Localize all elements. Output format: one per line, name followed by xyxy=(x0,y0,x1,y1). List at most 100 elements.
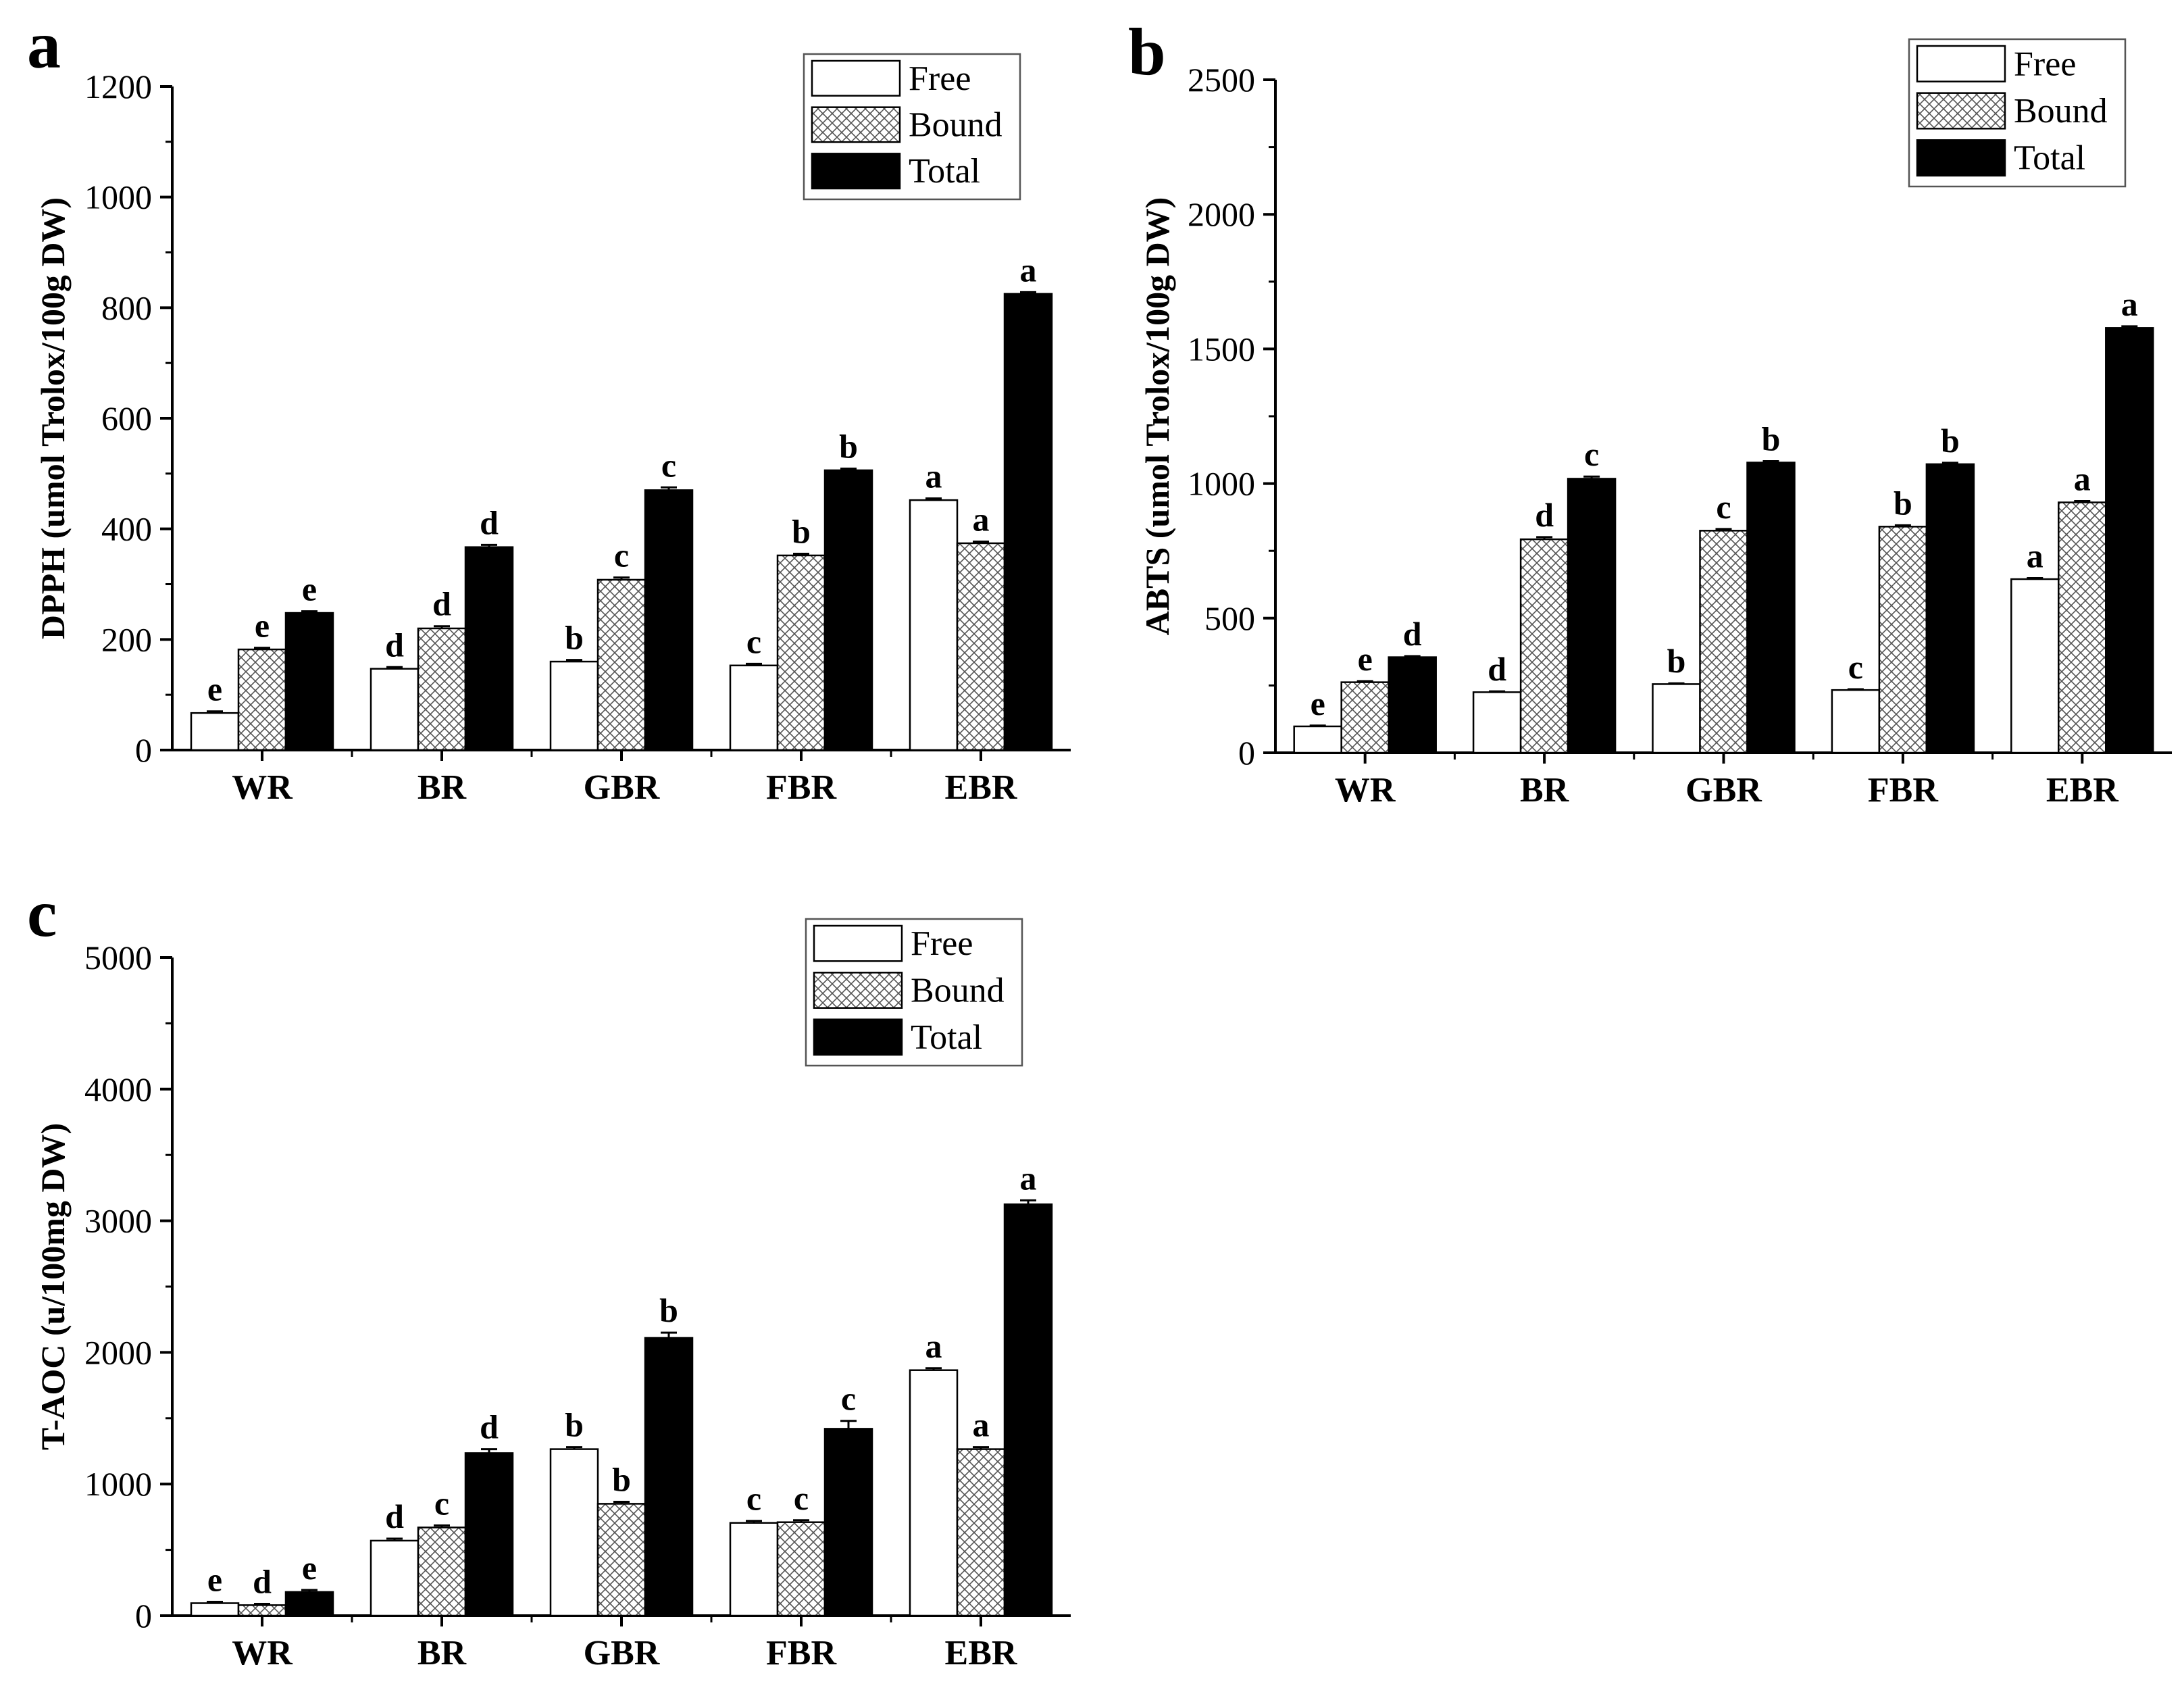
c-sig-letter-bound-ebr: a xyxy=(973,1406,990,1444)
b-sig-letter-bound-gbr: c xyxy=(1716,488,1731,526)
b-bar-total-gbr xyxy=(1746,462,1796,754)
b-bar-free-ebr xyxy=(2010,578,2060,754)
c-bar-free-fbr xyxy=(729,1522,779,1617)
a-legend-swatch-bound xyxy=(811,106,901,143)
c-panel-letter: c xyxy=(27,876,57,951)
c-bar-total-ebr xyxy=(1003,1203,1053,1617)
a-sig-letter-free-wr: e xyxy=(207,670,222,708)
b-sig-letter-free-wr: e xyxy=(1311,685,1325,722)
b-bar-total-ebr xyxy=(2105,327,2154,754)
b-bar-bound-gbr xyxy=(1699,530,1748,754)
c-x-tick-label-br: BR xyxy=(417,1634,467,1672)
a-sig-letter-total-gbr: c xyxy=(661,446,676,484)
a-y-tick-label: 200 xyxy=(101,620,152,658)
c-sig-letter-bound-br: c xyxy=(434,1485,449,1522)
c-y-tick-label: 4000 xyxy=(84,1070,152,1108)
a-bar-bound-br xyxy=(417,627,467,751)
a-bar-free-ebr xyxy=(909,499,959,751)
a-x-tick-label-fbr: FBR xyxy=(766,768,837,807)
a-panel-letter: a xyxy=(27,7,61,82)
a-bar-bound-fbr xyxy=(776,554,826,751)
a-bar-bound-wr xyxy=(237,648,287,751)
c-sig-letter-free-fbr: c xyxy=(746,1480,761,1518)
panel-c-taoc-chart: 0 1000 2000 3000 4000 5000 T-AOC (u/100mg DW) c… xyxy=(27,876,1071,1672)
c-sig-letter-total-fbr: c xyxy=(841,1380,856,1418)
b-y-tick-label: 1000 xyxy=(1188,465,1255,503)
b-panel-letter: b xyxy=(1128,14,1166,89)
a-y-tick-label: 1000 xyxy=(84,178,152,216)
a-x-tick-label-gbr: GBR xyxy=(584,768,661,807)
a-y-tick-label: 600 xyxy=(101,399,152,437)
c-sig-letter-bound-gbr: b xyxy=(612,1460,631,1498)
c-sig-letter-free-gbr: b xyxy=(565,1406,584,1444)
a-bar-bound-ebr xyxy=(956,542,1006,751)
a-sig-letter-bound-gbr: c xyxy=(614,537,629,574)
c-sig-letter-total-wr: e xyxy=(302,1549,317,1587)
c-sig-letter-bound-fbr: c xyxy=(794,1479,809,1517)
panel-a-dpph-chart: 0 200 400 600 800 1000 1200 DPPH (umol Trolox/1… xyxy=(27,7,1071,807)
b-sig-letter-free-gbr: b xyxy=(1667,642,1686,680)
c-x-tick-label-ebr: EBR xyxy=(945,1634,1018,1672)
c-sig-letter-free-wr: e xyxy=(207,1561,222,1599)
a-sig-letter-bound-ebr: a xyxy=(973,500,990,538)
c-sig-letter-total-gbr: b xyxy=(659,1291,678,1329)
a-bar-free-gbr xyxy=(549,660,599,751)
a-sig-letter-total-fbr: b xyxy=(839,427,858,465)
c-bar-free-gbr xyxy=(549,1448,599,1617)
c-bar-bound-br xyxy=(417,1526,467,1617)
b-y-tick-label: 1500 xyxy=(1188,330,1255,368)
b-bar-free-gbr xyxy=(1652,683,1701,754)
c-legend-swatch-total xyxy=(813,1018,903,1056)
b-legend-label-total: Total xyxy=(2014,139,2085,178)
b-bar-bound-wr xyxy=(1340,681,1390,754)
c-legend-swatch-bound xyxy=(813,972,903,1009)
b-sig-letter-total-br: c xyxy=(1584,435,1599,473)
b-y-tick-label: 0 xyxy=(1238,734,1255,772)
b-legend-label-bound: Bound xyxy=(2014,92,2108,130)
c-y-tick-label: 1000 xyxy=(84,1465,152,1503)
b-sig-letter-total-wr: d xyxy=(1403,615,1422,653)
a-sig-letter-total-wr: e xyxy=(302,570,317,608)
a-sig-letter-total-ebr: a xyxy=(1020,251,1037,289)
a-sig-letter-free-fbr: c xyxy=(746,622,761,660)
a-legend-label-bound: Bound xyxy=(909,106,1002,145)
c-sig-letter-total-ebr: a xyxy=(1020,1159,1037,1197)
a-x-tick-label-ebr: EBR xyxy=(945,768,1018,807)
c-x-tick-label-gbr: GBR xyxy=(584,1634,661,1672)
a-legend-swatch-free xyxy=(811,59,901,97)
b-bar-total-br xyxy=(1567,478,1617,754)
b-x-tick-label-gbr: GBR xyxy=(1685,771,1762,810)
b-bar-free-br xyxy=(1472,691,1522,754)
a-sig-letter-bound-br: d xyxy=(432,585,451,623)
a-bar-free-br xyxy=(370,668,420,751)
a-sig-letter-bound-wr: e xyxy=(255,607,270,645)
c-legend-label-total: Total xyxy=(911,1018,982,1057)
a-bar-total-br xyxy=(464,546,514,751)
b-sig-letter-bound-ebr: a xyxy=(2074,459,2091,497)
b-legend-swatch-bound xyxy=(1916,92,2006,130)
a-sig-letter-free-br: d xyxy=(385,626,404,664)
c-bar-bound-gbr xyxy=(596,1503,646,1617)
a-bar-free-wr xyxy=(190,712,240,751)
c-bar-free-br xyxy=(370,1539,420,1617)
b-bar-bound-br xyxy=(1519,538,1569,754)
b-bar-bound-ebr xyxy=(2058,501,2107,754)
a-y-tick-label: 800 xyxy=(101,289,152,326)
a-bar-total-fbr xyxy=(823,469,873,751)
c-y-tick-label: 5000 xyxy=(84,939,152,976)
a-y-axis-label: DPPH (umol Trolox/100g DW) xyxy=(34,197,72,639)
a-sig-letter-bound-fbr: b xyxy=(792,512,811,550)
b-x-tick-label-ebr: EBR xyxy=(2046,771,2119,810)
c-y-tick-label: 0 xyxy=(135,1597,152,1635)
a-sig-letter-free-gbr: b xyxy=(565,619,584,657)
c-bar-total-gbr xyxy=(644,1337,694,1617)
a-y-tick-label: 400 xyxy=(101,510,152,548)
c-y-tick-label: 2000 xyxy=(84,1333,152,1371)
c-x-tick-label-fbr: FBR xyxy=(766,1634,837,1672)
c-legend-label-free: Free xyxy=(911,924,973,963)
c-sig-letter-free-br: d xyxy=(385,1497,404,1535)
b-bar-total-fbr xyxy=(1925,463,1975,754)
a-y-tick-label: 1200 xyxy=(84,68,152,105)
c-x-tick-label-wr: WR xyxy=(232,1634,293,1672)
